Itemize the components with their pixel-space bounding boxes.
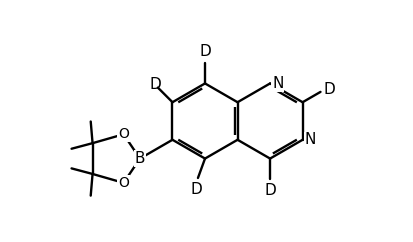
Text: N: N [272,76,283,91]
Text: D: D [199,44,211,59]
Text: B: B [135,151,145,166]
Text: D: D [149,77,161,92]
Text: N: N [305,132,316,147]
Text: D: D [264,183,276,198]
Text: O: O [118,127,129,141]
Text: D: D [324,83,336,98]
Text: O: O [118,176,129,190]
Text: D: D [191,182,202,197]
